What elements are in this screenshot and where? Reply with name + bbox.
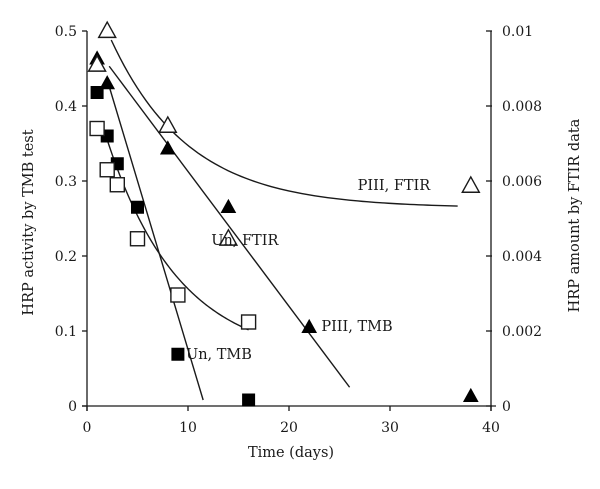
- x-ticks: 0 10 20 30 40: [83, 406, 500, 436]
- data-point-piii-ftir: [97, 20, 117, 39]
- data-point-piii-tmb: [462, 387, 479, 402]
- left-y-axis-title: HRP activity by TMB test: [21, 129, 37, 315]
- y-tick-label: 0.3: [55, 174, 77, 190]
- data-point-piii-tmb: [99, 75, 116, 90]
- x-tick-label: 20: [280, 420, 298, 436]
- annotation-label: Un, TMB: [186, 347, 252, 363]
- y2-tick-label: 0.01: [502, 24, 533, 40]
- data-point-un-tmb: [242, 393, 256, 407]
- data-point-piii-ftir: [158, 115, 178, 133]
- left-y-ticks: 0 0.1 0.2 0.3 0.4 0.5: [55, 24, 87, 415]
- data-point-un-tmb: [90, 86, 104, 99]
- x-axis-title: Time (days): [248, 445, 334, 461]
- x-tick-label: 10: [179, 420, 197, 436]
- data-point-piii-ftir: [461, 175, 481, 193]
- x-tick-label: 0: [83, 420, 92, 436]
- y2-tick-label: 0.008: [502, 99, 542, 115]
- series-annotations: PIII, FTIR Un, FTIR PIII, TMB Un, TMB: [186, 178, 431, 363]
- data-point-un-ftir: [89, 120, 105, 137]
- y-tick-label: 0: [68, 399, 77, 415]
- x-tick-label: 30: [381, 420, 399, 436]
- fit-line-un-tmb: [106, 79, 204, 401]
- y2-tick-label: 0.006: [502, 174, 542, 190]
- y-tick-label: 0.2: [55, 249, 77, 265]
- data-point-un-tmb: [171, 347, 185, 361]
- data-point-un-ftir: [240, 314, 257, 330]
- annotation-label: PIII, FTIR: [358, 178, 432, 194]
- data-point-piii-ftir: [218, 228, 239, 246]
- right-y-ticks: 0 0.002 0.004 0.006 0.008 0.01: [486, 24, 542, 415]
- y-tick-label: 0.5: [55, 24, 77, 40]
- data-point-piii-tmb: [159, 140, 176, 155]
- data-markers: [87, 20, 481, 407]
- axes: 0 10 20 30 40 0 0.1 0.2 0.3 0.4 0.5 0 0.002 0.004 0.…: [55, 24, 542, 436]
- fit-lines: [106, 39, 458, 401]
- y2-tick-label: 0.004: [502, 249, 542, 265]
- data-point-un-ftir: [170, 287, 186, 303]
- annotation-label: PIII, TMB: [321, 319, 392, 335]
- y2-tick-label: 0: [502, 399, 511, 415]
- data-point-un-ftir: [129, 231, 146, 247]
- data-point-piii-ftir: [87, 54, 107, 72]
- y-tick-label: 0.1: [55, 324, 77, 340]
- data-point-piii-tmb: [220, 198, 237, 213]
- annotation-label: Un, FTIR: [211, 233, 279, 249]
- right-y-axis-title: HRP amount by FTIR data: [567, 118, 583, 312]
- data-point-un-ftir: [109, 177, 126, 193]
- data-point-piii-tmb: [301, 318, 318, 333]
- y2-tick-label: 0.002: [502, 324, 542, 340]
- y-tick-label: 0.4: [55, 99, 77, 115]
- data-point-un-tmb: [131, 200, 144, 214]
- x-tick-label: 40: [482, 420, 500, 436]
- fit-line-un-ftir: [106, 139, 249, 331]
- fit-line-piii-tmb: [108, 65, 351, 388]
- data-point-un-ftir: [99, 162, 115, 178]
